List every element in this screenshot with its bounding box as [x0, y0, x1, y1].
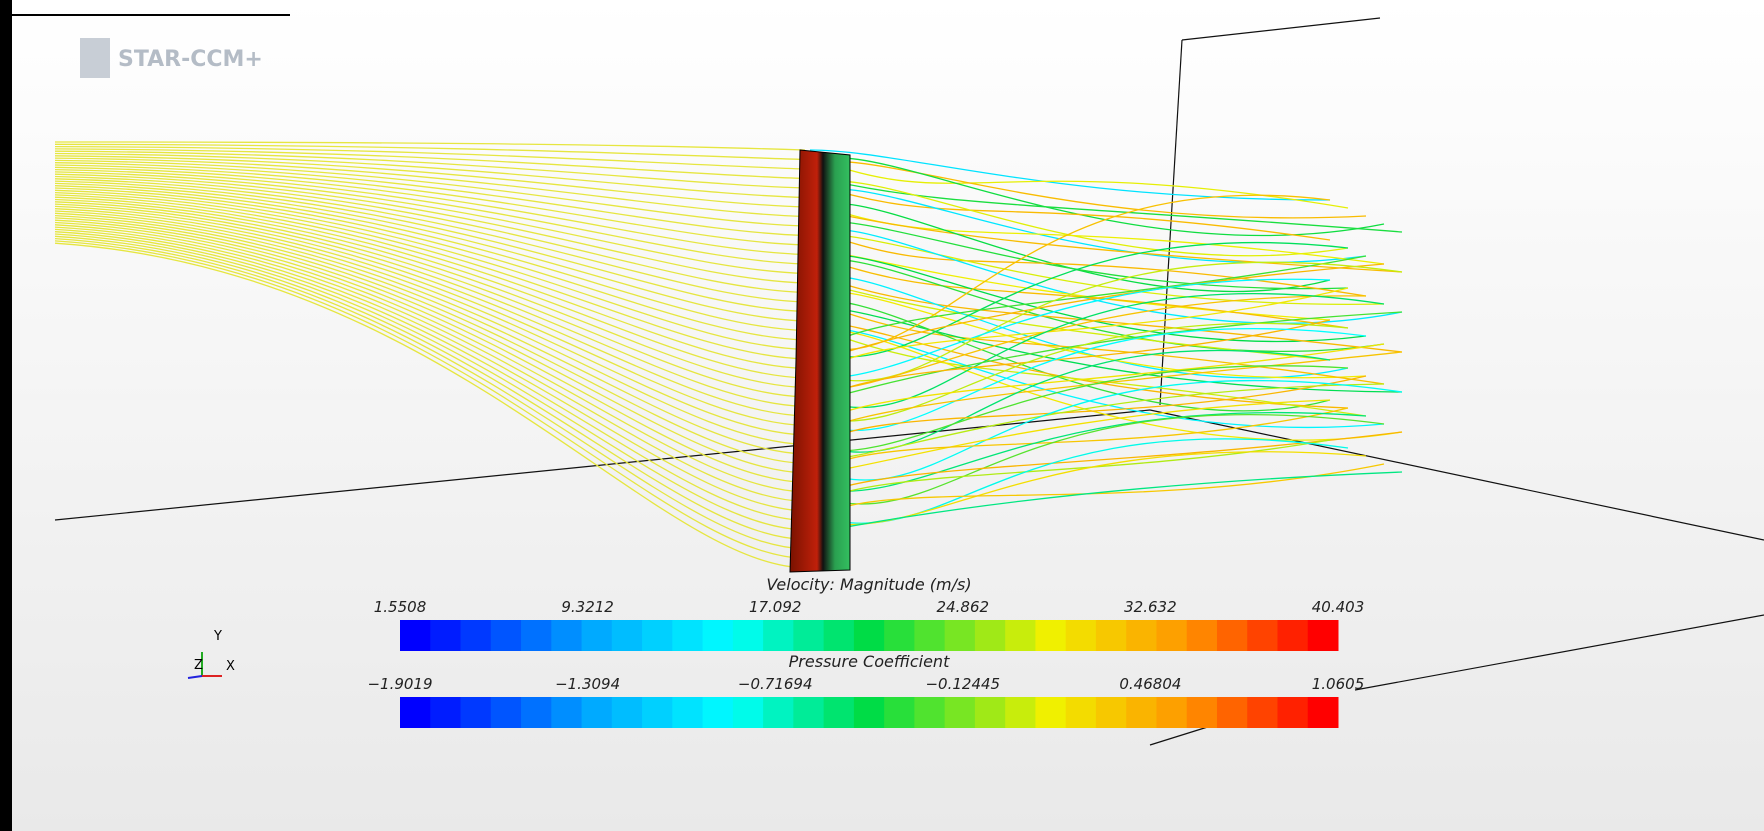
legend-label: 24.862 — [937, 598, 990, 616]
triad-label: Y — [213, 629, 222, 644]
legend-swatch — [884, 620, 915, 651]
legend-swatch — [1187, 697, 1218, 728]
legend-swatch — [854, 620, 885, 651]
legend-swatch — [642, 620, 673, 651]
legend-label: 40.403 — [1312, 598, 1365, 616]
legend-swatch — [672, 697, 703, 728]
legend-swatch — [491, 620, 522, 651]
legend-swatch — [945, 620, 976, 651]
legend-swatch — [672, 620, 703, 651]
legend-label: −1.3094 — [555, 675, 620, 693]
legend-swatch — [642, 697, 673, 728]
legend-swatch — [1126, 620, 1157, 651]
legend-swatch — [975, 620, 1006, 651]
legend-swatch — [1066, 697, 1097, 728]
legend-swatch — [430, 697, 461, 728]
legend-swatch — [1308, 697, 1339, 728]
legend-swatch — [824, 697, 855, 728]
legend-label: 0.46804 — [1119, 675, 1181, 693]
legend-swatch — [914, 620, 945, 651]
legend-swatch — [733, 697, 764, 728]
legend-swatch — [1005, 620, 1036, 651]
legend-swatch — [703, 620, 734, 651]
legend-swatch — [521, 697, 552, 728]
triad-label: X — [226, 659, 235, 674]
logo-icon — [80, 38, 110, 78]
legend-swatch — [1277, 620, 1308, 651]
legend-swatch — [521, 620, 552, 651]
legend-swatch — [612, 620, 643, 651]
legend-swatch — [1308, 620, 1339, 651]
legend-swatch — [551, 697, 582, 728]
legend-swatch — [793, 620, 824, 651]
legend-label: −0.71694 — [738, 675, 813, 693]
legend-swatch — [1126, 697, 1157, 728]
viewport: STAR-CCM+ Y Z X Velocity: Magnitude (m/s… — [0, 0, 1764, 831]
legend-label: 9.3212 — [561, 598, 614, 616]
legend-label: −0.12445 — [925, 675, 1000, 693]
legend-swatch — [884, 697, 915, 728]
legend-swatch — [400, 697, 431, 728]
legend-swatch — [1035, 697, 1066, 728]
legend-label: −1.9019 — [367, 675, 432, 693]
legend-swatch — [1247, 697, 1278, 728]
legend-swatch — [1096, 620, 1127, 651]
legend-swatch — [793, 697, 824, 728]
legend-label: 1.0605 — [1312, 675, 1365, 693]
legend-label: 32.632 — [1124, 598, 1177, 616]
legend-swatch — [551, 620, 582, 651]
legend-swatch — [1247, 620, 1278, 651]
legend-swatch — [491, 697, 522, 728]
legend-swatch — [1005, 697, 1036, 728]
legend-swatch — [733, 620, 764, 651]
legend-swatch — [763, 697, 794, 728]
legend-swatch — [1156, 697, 1187, 728]
legend-swatch — [612, 697, 643, 728]
legend-swatch — [1066, 620, 1097, 651]
legend-swatch — [975, 697, 1006, 728]
legend-swatch — [763, 620, 794, 651]
legend-swatch — [1187, 620, 1218, 651]
legend-swatch — [461, 697, 492, 728]
legend-title: Velocity: Magnitude (m/s) — [766, 575, 971, 594]
legend-label: 1.5508 — [374, 598, 427, 616]
blade — [790, 150, 850, 572]
legend-swatch — [1217, 697, 1248, 728]
legend-swatch — [582, 620, 613, 651]
legend-swatch — [461, 620, 492, 651]
legend-swatch — [1156, 620, 1187, 651]
legend-swatch — [824, 620, 855, 651]
legend-title: Pressure Coefficient — [789, 652, 950, 671]
legend-swatch — [703, 697, 734, 728]
triad-label: Z — [194, 658, 203, 673]
legend-swatch — [1096, 697, 1127, 728]
frame-left — [0, 0, 12, 831]
logo-text: STAR-CCM+ — [118, 47, 263, 72]
legend-swatch — [582, 697, 613, 728]
legend-swatch — [914, 697, 945, 728]
legend-swatch — [854, 697, 885, 728]
legend-swatch — [1277, 697, 1308, 728]
legend-swatch — [1035, 620, 1066, 651]
legend-swatch — [945, 697, 976, 728]
page: STAR-CCM+ Y Z X Velocity: Magnitude (m/s… — [0, 0, 1764, 831]
legend-swatch — [430, 620, 461, 651]
legend-swatch — [400, 620, 431, 651]
legend-label: 17.092 — [749, 598, 802, 616]
legend-swatch — [1217, 620, 1248, 651]
